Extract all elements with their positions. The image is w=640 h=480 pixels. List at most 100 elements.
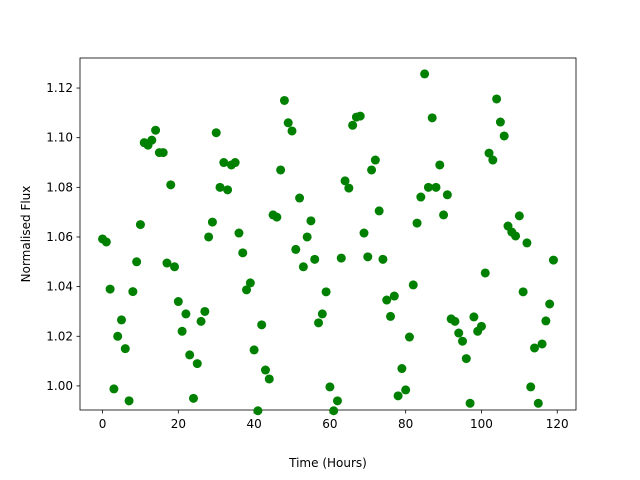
scatter-point [120,344,130,354]
scatter-point [295,193,305,203]
scatter-point [420,69,430,79]
scatter-point [332,396,342,406]
y-tick-label: 1.02 [46,329,73,343]
scatter-point [476,321,486,331]
scatter-point [416,192,426,202]
scatter-point [177,326,187,336]
scatter-point [526,382,536,392]
scatter-point [272,212,282,222]
scatter-point [135,220,145,230]
scatter-point [192,359,202,369]
scatter-point [151,125,161,135]
scatter-point [116,315,126,325]
scatter-point [465,398,475,408]
scatter-point [541,316,551,326]
scatter-point [124,396,134,406]
x-axis-label: Time (Hours) [288,456,367,470]
scatter-point [545,299,555,309]
scatter-point [397,364,407,374]
scatter-point [431,182,441,192]
scatter-point [207,217,217,227]
scatter-point [454,328,464,338]
scatter-point [423,182,433,192]
scatter-point [158,148,168,158]
x-tick-label: 0 [99,417,107,431]
scatter-point [279,95,289,105]
scatter-point [522,238,532,248]
scatter-point [378,254,388,264]
y-tick-label: 1.12 [46,81,73,95]
scatter-point [253,406,263,416]
scatter-point [435,160,445,170]
scatter-point [105,284,115,294]
scatter-point [439,210,449,220]
scatter-point [181,309,191,319]
y-tick-label: 1.08 [46,180,73,194]
scatter-point [321,287,331,297]
scatter-point [132,257,142,267]
scatter-point [173,297,183,307]
scatter-point [488,155,498,165]
scatter-point [359,228,369,238]
scatter-point [230,158,240,168]
scatter-point [393,391,403,401]
scatter-point [401,385,411,395]
scatter-point [340,176,350,186]
scatter-point [283,118,293,128]
scatter-point [287,126,297,136]
scatter-point [109,384,119,394]
scatter-point [518,287,528,297]
scatter-point [185,350,195,360]
scatter-point [363,252,373,262]
scatter-point [211,128,221,138]
y-tick-label: 1.00 [46,379,73,393]
scatter-point [484,148,494,158]
scatter-point [495,117,505,127]
scatter-point [548,255,558,265]
scatter-point [514,211,524,221]
scatter-point [219,158,229,168]
y-tick-label: 1.10 [46,131,73,145]
scatter-point [291,244,301,254]
scatter-point [469,312,479,322]
scatter-point [238,248,248,258]
x-tick-label: 100 [470,417,493,431]
scatter-point [249,345,259,355]
scatter-point [242,285,252,295]
scatter-point [276,165,286,175]
scatter-point [170,262,180,272]
scatter-point [302,232,312,242]
scatter-point [196,316,206,326]
scatter-point [344,183,354,193]
scatter-point [537,339,547,349]
scatter-point [329,406,339,416]
scatter-point [317,309,327,319]
scatter-point [200,306,210,316]
scatter-point [389,291,399,301]
scatter-point [382,295,392,305]
x-tick-label: 40 [246,417,261,431]
scatter-point [370,155,380,165]
scatter-point [101,237,111,247]
y-tick-label: 1.06 [46,230,73,244]
scatter-point [450,316,460,326]
scatter-point [215,182,225,192]
axes-frame [79,57,577,411]
y-axis-label: Normalised Flux [19,186,33,283]
scatter-point [386,311,396,321]
scatter-point [147,135,157,145]
scatter-point [306,216,316,226]
scatter-point [442,190,452,200]
scatter-point [348,120,358,130]
scatter-point [113,331,123,341]
scatter-point [458,336,468,346]
scatter-point [260,365,270,375]
scatter-point [533,398,543,408]
scatter-point [257,320,267,330]
scatter-point [511,231,521,241]
scatter-point [374,206,384,216]
scatter-point [480,268,490,278]
scatter-point [223,185,233,195]
scatter-point [499,131,509,141]
